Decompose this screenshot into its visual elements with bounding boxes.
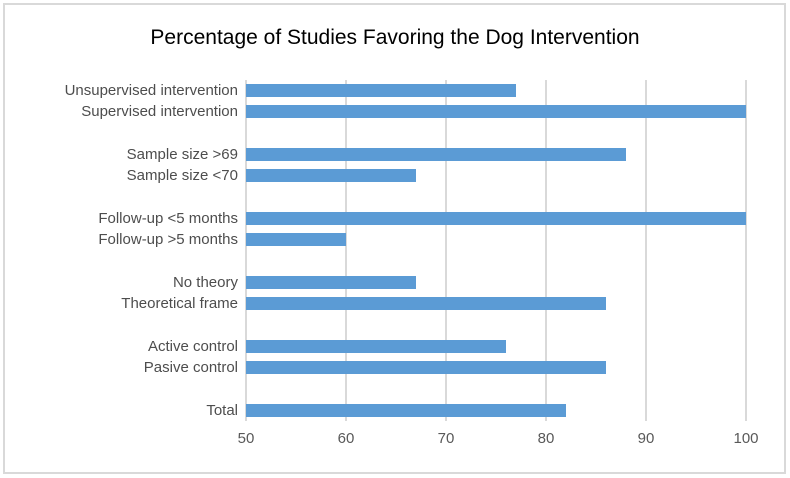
bar [246,84,516,98]
bar [246,212,746,226]
category-label: Follow-up >5 months [98,231,238,249]
bar [246,275,416,289]
bar [246,403,566,417]
bar [246,105,746,119]
bar [246,339,506,353]
plot-area [245,80,747,421]
bar [246,361,606,375]
x-tick-label: 80 [537,430,555,447]
category-label: No theory [172,273,238,291]
x-tick-label: 100 [733,430,759,447]
bar [246,233,346,247]
x-tick-label: 90 [637,430,655,447]
gridline [345,80,347,421]
category-label: Supervised intervention [81,103,238,121]
gridline [545,80,547,421]
gridline [445,80,447,421]
category-label: Theoretical frame [121,295,238,313]
category-label: Follow-up <5 months [98,209,238,227]
category-axis: Unsupervised intervention Supervised inte… [10,80,238,421]
x-tick-label: 60 [337,430,355,447]
bar [246,148,626,162]
x-tick-label: 70 [437,430,455,447]
x-axis: 50 60 70 80 90 100 [238,421,759,451]
category-label: Sample size <70 [126,167,238,185]
category-label: Unsupervised intervention [64,82,238,99]
category-label: Total [206,401,238,419]
gridline [645,80,647,421]
x-tick-label: 50 [237,430,255,447]
category-label: Pasive control [143,359,238,377]
gridline [245,80,247,421]
bar [246,169,416,183]
bar [246,297,606,311]
category-label: Active control [147,337,238,355]
category-label: Sample size >69 [126,145,238,163]
gridline [745,80,747,421]
chart-title: Percentage of Studies Favoring the Dog I… [150,26,640,49]
